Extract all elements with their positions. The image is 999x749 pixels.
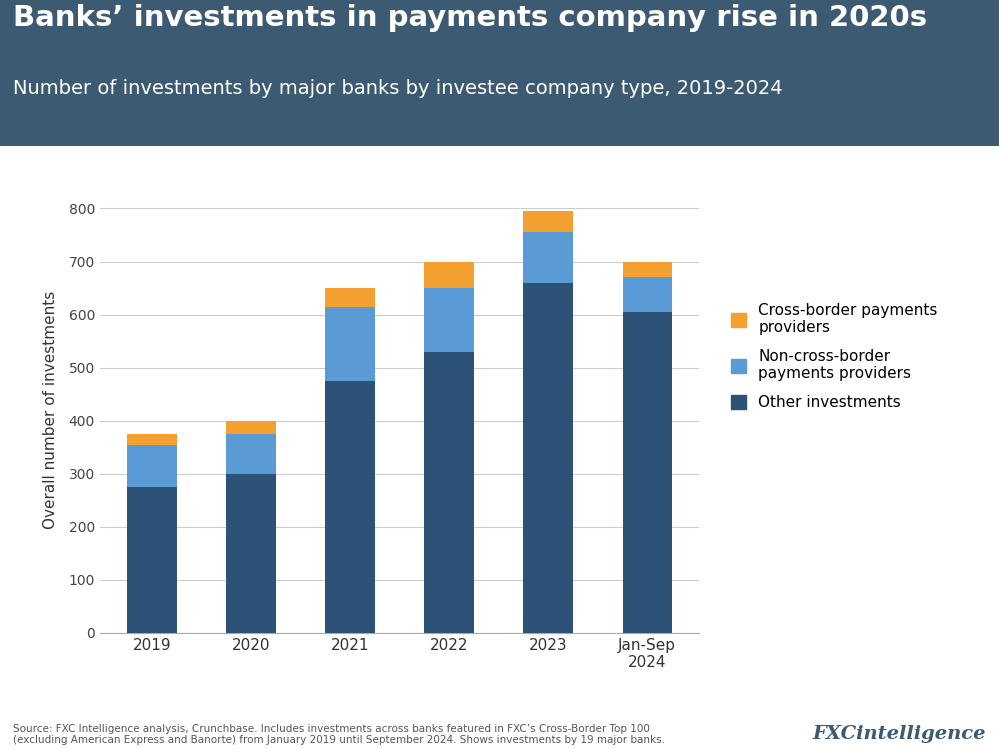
Text: FXCintelligence: FXCintelligence	[812, 725, 986, 743]
Bar	[425, 288, 474, 352]
Bar	[127, 445, 177, 487]
Bar	[523, 232, 573, 282]
Bar	[326, 288, 375, 306]
Bar	[226, 421, 276, 434]
Bar	[326, 381, 375, 633]
Bar	[326, 306, 375, 381]
Bar	[425, 261, 474, 288]
Bar	[622, 312, 672, 633]
Y-axis label: Overall number of investments: Overall number of investments	[43, 291, 58, 530]
Bar	[622, 261, 672, 277]
Text: Number of investments by major banks by investee company type, 2019-2024: Number of investments by major banks by …	[13, 79, 782, 97]
Bar	[226, 434, 276, 474]
Bar	[425, 352, 474, 633]
Bar	[127, 487, 177, 633]
Text: Source: FXC Intelligence analysis, Crunchbase. Includes investments across banks: Source: FXC Intelligence analysis, Crunc…	[13, 724, 665, 745]
Bar	[127, 434, 177, 445]
Bar	[523, 282, 573, 633]
Bar	[226, 474, 276, 633]
Legend: Cross-border payments
providers, Non-cross-border
payments providers, Other inve: Cross-border payments providers, Non-cro…	[731, 303, 938, 410]
Bar	[622, 277, 672, 312]
Text: Banks’ investments in payments company rise in 2020s: Banks’ investments in payments company r…	[13, 4, 927, 31]
Bar	[523, 211, 573, 232]
